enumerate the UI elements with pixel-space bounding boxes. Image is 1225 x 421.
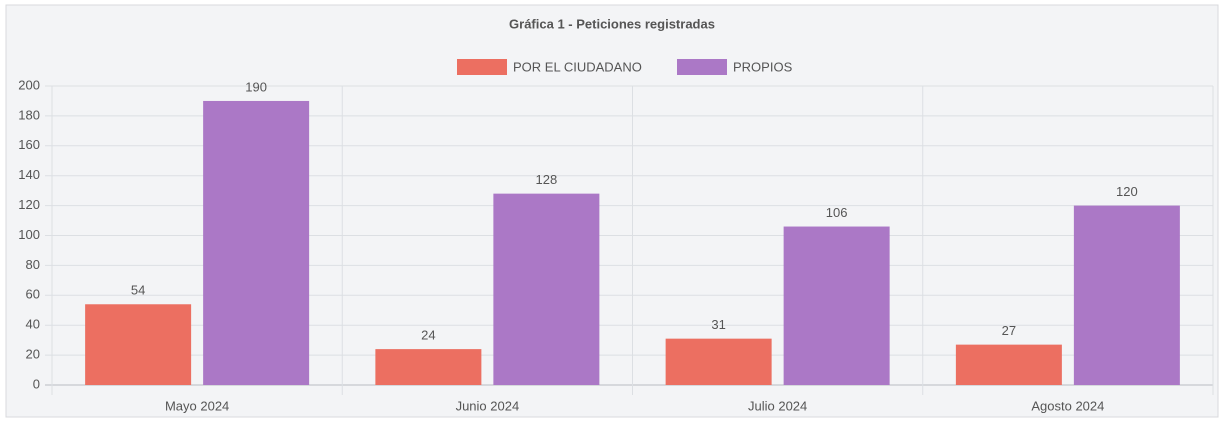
bar xyxy=(493,193,600,385)
bar xyxy=(955,344,1062,385)
y-tick-label: 140 xyxy=(18,167,40,182)
legend-label: POR EL CIUDADANO xyxy=(513,59,642,74)
data-label: 27 xyxy=(1002,323,1016,338)
data-label: 106 xyxy=(826,205,848,220)
bar xyxy=(665,338,772,385)
bar xyxy=(85,304,192,385)
y-tick-label: 100 xyxy=(18,227,40,242)
y-tick-label: 80 xyxy=(26,257,40,272)
data-label: 120 xyxy=(1116,184,1138,199)
y-tick-label: 0 xyxy=(33,376,40,391)
bar xyxy=(783,226,890,385)
x-tick-label: Julio 2024 xyxy=(748,398,807,413)
y-tick-label: 20 xyxy=(26,347,40,362)
chart-title: Gráfica 1 - Peticiones registradas xyxy=(509,16,715,31)
data-label: 31 xyxy=(711,317,725,332)
legend-swatch xyxy=(677,59,727,75)
data-label: 54 xyxy=(131,283,145,298)
data-label: 190 xyxy=(245,79,267,94)
y-tick-label: 200 xyxy=(18,77,40,92)
y-tick-label: 60 xyxy=(26,287,40,302)
y-tick-label: 180 xyxy=(18,107,40,122)
legend-swatch xyxy=(457,59,507,75)
bar xyxy=(1073,205,1180,385)
bar xyxy=(375,349,482,385)
x-tick-label: Agosto 2024 xyxy=(1031,398,1104,413)
data-label: 24 xyxy=(421,328,435,343)
bar xyxy=(203,100,310,385)
y-tick-label: 40 xyxy=(26,317,40,332)
y-tick-label: 120 xyxy=(18,197,40,212)
data-label: 128 xyxy=(536,172,558,187)
y-tick-label: 160 xyxy=(18,137,40,152)
x-tick-label: Junio 2024 xyxy=(456,398,520,413)
x-tick-label: Mayo 2024 xyxy=(165,398,229,413)
legend-label: PROPIOS xyxy=(733,59,793,74)
